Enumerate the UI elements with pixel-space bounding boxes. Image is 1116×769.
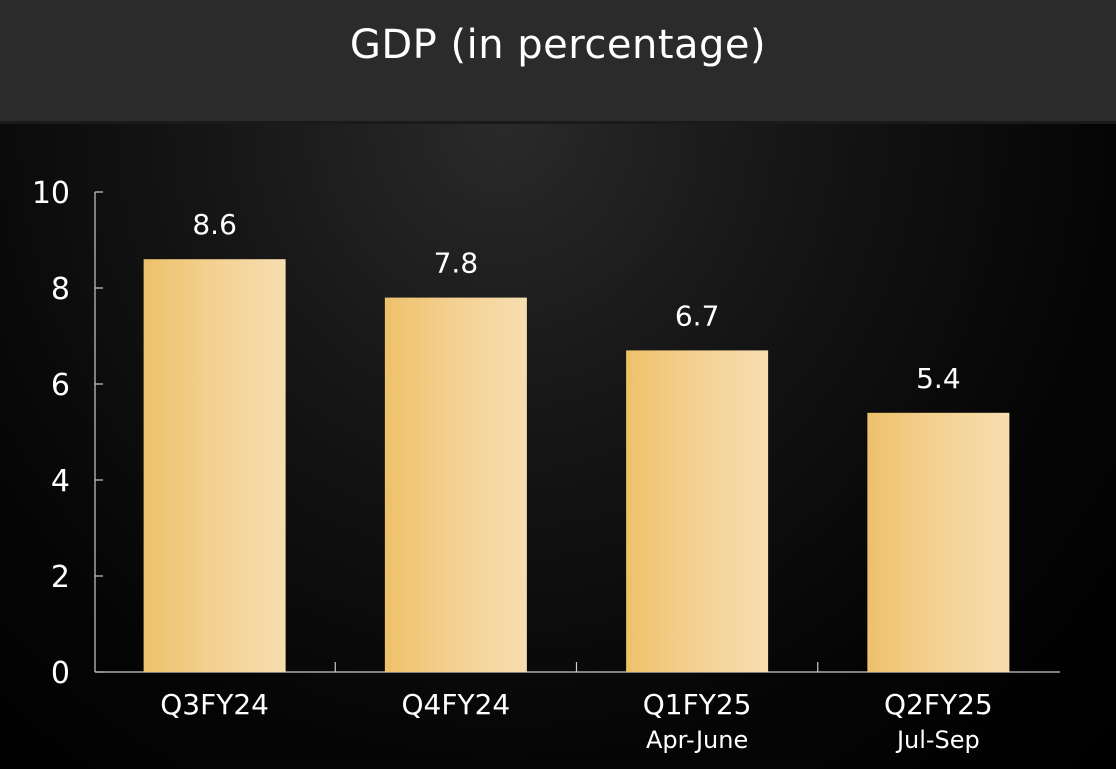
y-tick-label: 8 (51, 272, 70, 307)
bar-q3fy24 (143, 259, 286, 672)
x-tick-label: Q4FY24 (402, 688, 511, 721)
y-tick-label: 6 (51, 368, 70, 403)
x-tick-label: Q3FY24 (160, 688, 269, 721)
y-tick-label: 10 (32, 176, 70, 211)
bar-q4fy24 (384, 297, 527, 672)
title-bar: GDP (in percentage) (0, 0, 1116, 124)
y-tick-label: 0 (51, 656, 70, 691)
y-tick-label: 2 (51, 560, 70, 595)
value-label: 6.7 (675, 299, 720, 332)
bars (143, 259, 1010, 672)
bar-q2fy25 (867, 412, 1010, 672)
chart-title: GDP (in percentage) (349, 22, 767, 68)
x-tick-sublabel: Jul-Sep (895, 726, 980, 754)
value-label: 8.6 (192, 208, 237, 241)
x-tick-sublabel: Apr-June (646, 726, 748, 754)
value-label: 5.4 (916, 362, 961, 395)
value-label: 7.8 (434, 247, 479, 280)
bar-q1fy25 (626, 350, 769, 672)
y-tick-label: 4 (51, 464, 70, 499)
x-tick-label: Q2FY25 (884, 688, 993, 721)
x-tick-label: Q1FY25 (643, 688, 752, 721)
labels: 0 2 4 6 8 10 8.6 Q3FY24 7.8 Q4FY24 6.7 Q1FY25 Apr-Ju… (32, 176, 993, 754)
